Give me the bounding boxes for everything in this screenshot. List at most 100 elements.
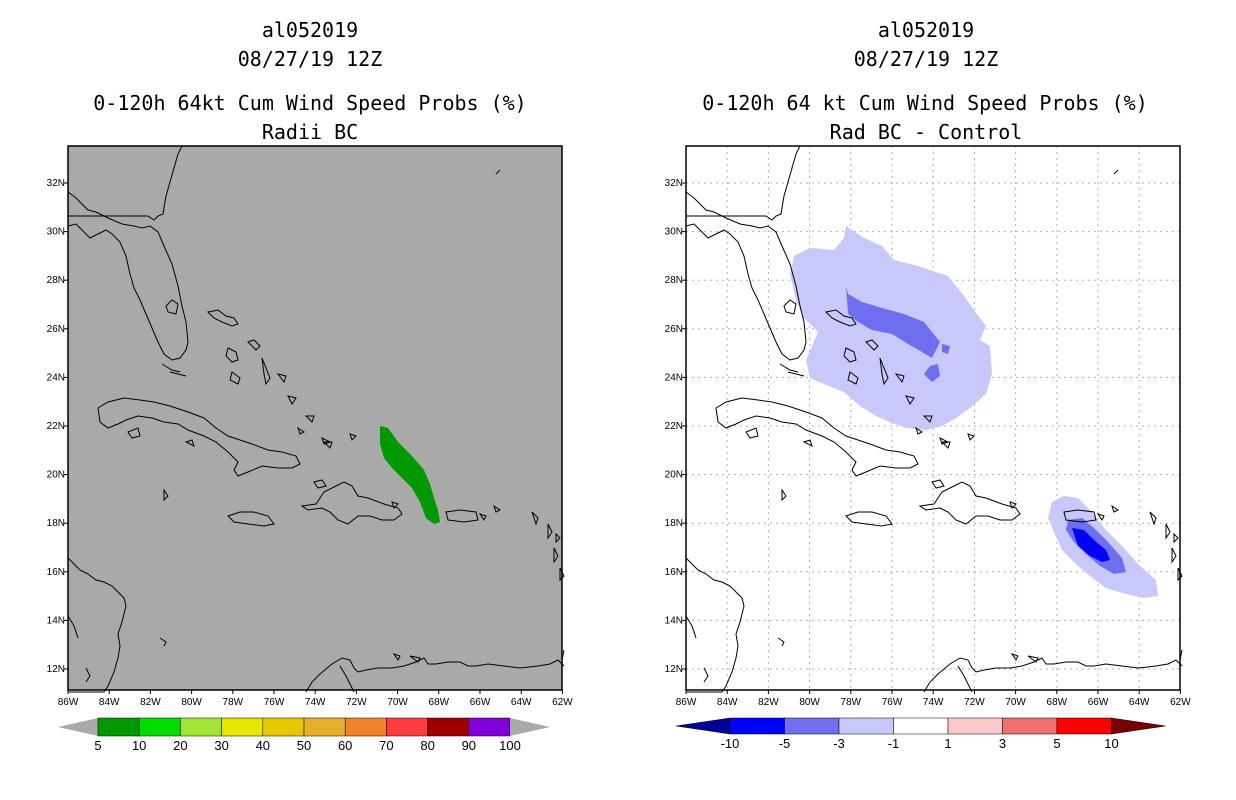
right-diff-region-north-core2 — [924, 364, 940, 382]
lon-label: 86W — [676, 697, 697, 708]
colorbar-swatch — [838, 717, 894, 735]
colorbar-swatch — [262, 717, 305, 737]
colorbar-swatch — [1002, 717, 1058, 735]
lon-label: 80W — [181, 697, 202, 708]
lon-label: 78W — [223, 697, 244, 708]
colorbar-label: 100 — [499, 738, 521, 753]
colorbar-low-end — [58, 718, 98, 736]
colorbar-label: 1 — [944, 736, 951, 751]
colorbar-swatch — [729, 717, 785, 735]
lon-label: 78W — [841, 697, 862, 708]
lat-label: 26N — [47, 324, 65, 335]
lon-label: 64W — [511, 697, 532, 708]
colorbar-swatch — [386, 717, 428, 737]
colorbar-label: 40 — [256, 738, 270, 753]
lon-label: 66W — [470, 697, 491, 708]
colorbar-swatch — [303, 717, 346, 737]
colorbar-label: 30 — [214, 738, 228, 753]
lat-label: 20N — [47, 470, 65, 481]
lon-label: 74W — [923, 697, 944, 708]
colorbar-swatch — [468, 717, 511, 737]
lon-label: 70W — [1005, 697, 1026, 708]
right-datetime: 08/27/19 12Z — [853, 47, 999, 71]
colorbar-label: 10 — [132, 738, 146, 753]
colorbar-label: 10 — [1104, 736, 1118, 751]
colorbar-swatch — [893, 717, 949, 735]
colorbar-label: 90 — [462, 738, 476, 753]
lat-label: 26N — [665, 324, 683, 335]
lat-label: 22N — [665, 421, 683, 432]
lon-label: 86W — [58, 697, 79, 708]
colorbar-low-end — [675, 717, 731, 735]
lat-label: 32N — [47, 178, 65, 189]
lon-label: 68W — [1047, 697, 1068, 708]
colorbar-label: 50 — [297, 738, 311, 753]
right-title: 0-120h 64 kt Cum Wind Speed Probs (%) — [702, 91, 1148, 115]
colorbar-swatch — [947, 717, 1003, 735]
lat-label: 28N — [47, 275, 65, 286]
colorbar-label: 60 — [338, 738, 352, 753]
lon-label: 62W — [1170, 697, 1191, 708]
left-datetime: 08/27/19 12Z — [237, 47, 383, 71]
left-prob-swath — [380, 426, 440, 524]
lat-label: 14N — [665, 615, 683, 626]
lon-label: 80W — [799, 697, 820, 708]
lat-label: 30N — [47, 227, 65, 238]
colorbar-swatch — [97, 717, 140, 737]
lon-label: 72W — [346, 697, 367, 708]
lat-label: 24N — [47, 372, 65, 383]
lon-label: 82W — [140, 697, 161, 708]
colorbar-label: -1 — [888, 736, 900, 751]
lat-label: 14N — [47, 615, 65, 626]
lon-label: 68W — [429, 697, 450, 708]
lat-label: 28N — [665, 275, 683, 286]
colorbar-swatch — [427, 717, 470, 737]
colorbar-label: -3 — [833, 736, 845, 751]
colorbar-high-end — [1111, 717, 1166, 735]
colorbar-label: 20 — [173, 738, 187, 753]
lon-label: 74W — [305, 697, 326, 708]
colorbar-swatch — [221, 717, 264, 737]
left-map: 32N 30N 28N 26N 24N 22N 20N 18N 16N 14N 12N 86W 84W… — [47, 145, 573, 753]
lon-label: 72W — [964, 697, 985, 708]
lat-label: 12N — [665, 664, 683, 675]
left-subtitle: Radii BC — [261, 120, 359, 144]
colorbar-label: -10 — [721, 736, 740, 751]
colorbar-label: 5 — [94, 738, 101, 753]
lon-label: 70W — [387, 697, 408, 708]
lon-label: 84W — [99, 697, 120, 708]
lat-label: 18N — [47, 518, 65, 529]
colorbar-label: -5 — [779, 736, 791, 751]
colorbar-label: 70 — [379, 738, 393, 753]
right-map: 32N 30N 28N 26N 24N 22N 20N 18N 16N 14N 12N 86W 84W… — [665, 145, 1191, 751]
colorbar-swatch — [784, 717, 840, 735]
lat-label: 24N — [665, 372, 683, 383]
lat-label: 18N — [665, 518, 683, 529]
right-subtitle: Rad BC - Control — [829, 120, 1023, 144]
colorbar-swatch — [344, 717, 387, 737]
lat-label: 16N — [47, 567, 65, 578]
lat-label: 12N — [47, 664, 65, 675]
colorbar-label: 80 — [420, 738, 434, 753]
right-storm-id: al052019 — [877, 18, 975, 42]
colorbar-swatch — [180, 717, 222, 737]
colorbar-swatch — [138, 717, 181, 737]
lon-label: 62W — [552, 697, 573, 708]
colorbar-label: 3 — [999, 736, 1006, 751]
lat-label: 22N — [47, 421, 65, 432]
right-diff-region-north-core3 — [942, 344, 950, 354]
lon-label: 84W — [717, 697, 738, 708]
lat-label: 16N — [665, 567, 683, 578]
lon-label: 76W — [264, 697, 285, 708]
lon-label: 82W — [758, 697, 779, 708]
colorbar-high-end — [510, 718, 550, 736]
colorbar-label: 5 — [1053, 736, 1060, 751]
right-diff-region-south-core — [1072, 528, 1110, 562]
left-title: 0-120h 64kt Cum Wind Speed Probs (%) — [93, 91, 527, 115]
lat-label: 32N — [665, 178, 683, 189]
right-diff-region-north-core — [846, 286, 940, 358]
lon-label: 76W — [882, 697, 903, 708]
lat-label: 30N — [665, 227, 683, 238]
lon-label: 66W — [1088, 697, 1109, 708]
left-storm-id: al052019 — [261, 18, 359, 42]
